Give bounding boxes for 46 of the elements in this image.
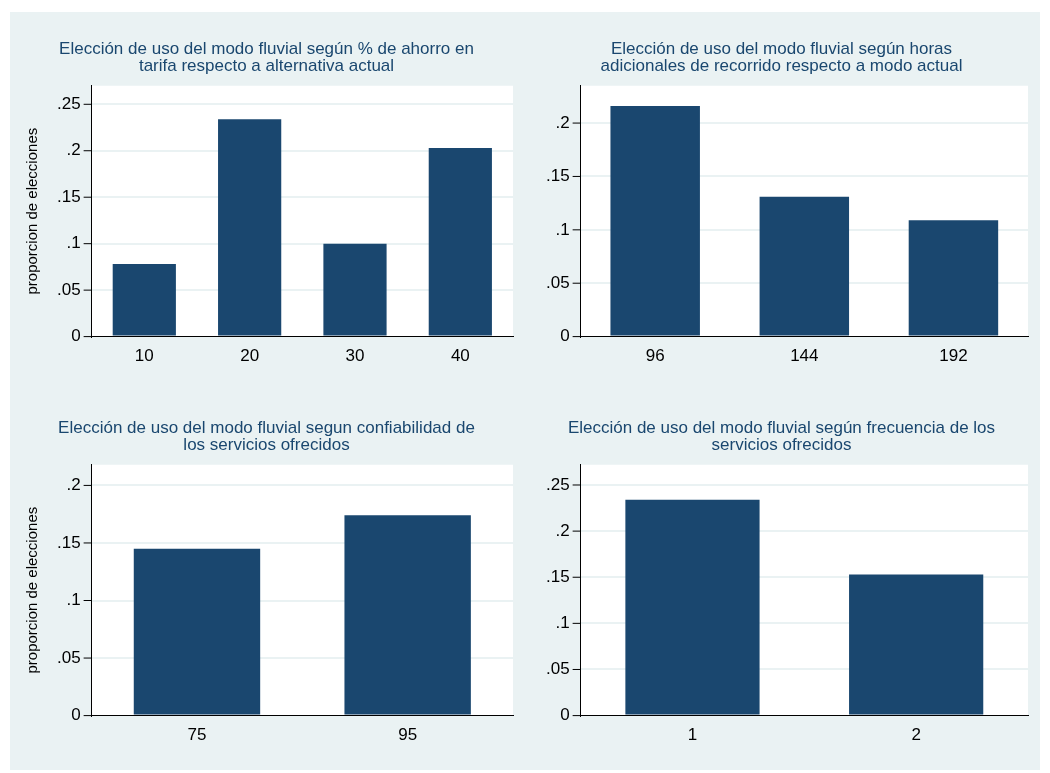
y-tick-label: .1 xyxy=(66,590,81,610)
bar xyxy=(218,119,282,336)
x-tick-label: 95 xyxy=(398,725,418,745)
y-tick-label: .05 xyxy=(56,647,81,667)
x-tick-label: 30 xyxy=(345,346,365,366)
x-tick-label: 2 xyxy=(911,725,921,745)
y-tick-label: .05 xyxy=(56,279,81,299)
chart-title: Elección de uso del modo fluvial según horas adicionales de recorrido respecto a modo actual xyxy=(600,38,963,76)
bar xyxy=(908,220,999,336)
y-tick-label: 0 xyxy=(71,705,81,725)
y-tick-label: .25 xyxy=(545,474,570,494)
chart-title: Elección de uso del modo fluvial según % de ahorro en tarifa respecto a alternativa actual xyxy=(59,38,474,76)
chart-title: Elección de uso del modo fluvial según frecuencia de los servicios ofrecidos xyxy=(567,417,996,455)
x-tick-label: 10 xyxy=(134,346,154,366)
bar xyxy=(112,264,176,336)
x-tick-label: 144 xyxy=(790,346,819,366)
bar xyxy=(610,105,700,336)
bar xyxy=(428,147,492,336)
bar xyxy=(323,243,387,336)
y-tick-label: .05 xyxy=(545,659,570,679)
y-tick-label: .15 xyxy=(56,186,81,206)
y-tick-label: .2 xyxy=(555,520,570,540)
y-tick-label: 0 xyxy=(71,326,81,346)
y-tick-label: .05 xyxy=(545,272,570,292)
y-tick-label: .2 xyxy=(66,475,81,495)
y-tick-label: .15 xyxy=(545,166,570,186)
y-tick-label: .2 xyxy=(555,112,570,132)
x-tick-label: 1 xyxy=(687,725,698,745)
x-tick-label: 75 xyxy=(187,725,207,745)
bar xyxy=(759,196,850,336)
y-tick-label: .1 xyxy=(555,613,570,633)
y-axis-title: proporcion de elecciones xyxy=(23,506,41,674)
y-tick-label: .1 xyxy=(66,233,81,253)
x-tick-label: 20 xyxy=(240,346,260,366)
x-tick-label: 96 xyxy=(645,346,665,366)
y-axis-title: proporcion de elecciones xyxy=(23,127,41,295)
y-tick-label: 0 xyxy=(560,326,570,346)
y-tick-label: .25 xyxy=(56,93,81,113)
y-tick-label: 0 xyxy=(560,705,570,725)
y-tick-label: .2 xyxy=(66,140,81,160)
x-tick-label: 192 xyxy=(939,346,968,366)
chart-title: Elección de uso del modo fluvial segun confiabilidad de los servicios ofrecidos xyxy=(58,417,475,455)
y-tick-label: .15 xyxy=(56,532,81,552)
x-tick-label: 40 xyxy=(450,346,470,366)
y-tick-label: .1 xyxy=(555,219,570,239)
y-tick-label: .15 xyxy=(545,566,570,586)
